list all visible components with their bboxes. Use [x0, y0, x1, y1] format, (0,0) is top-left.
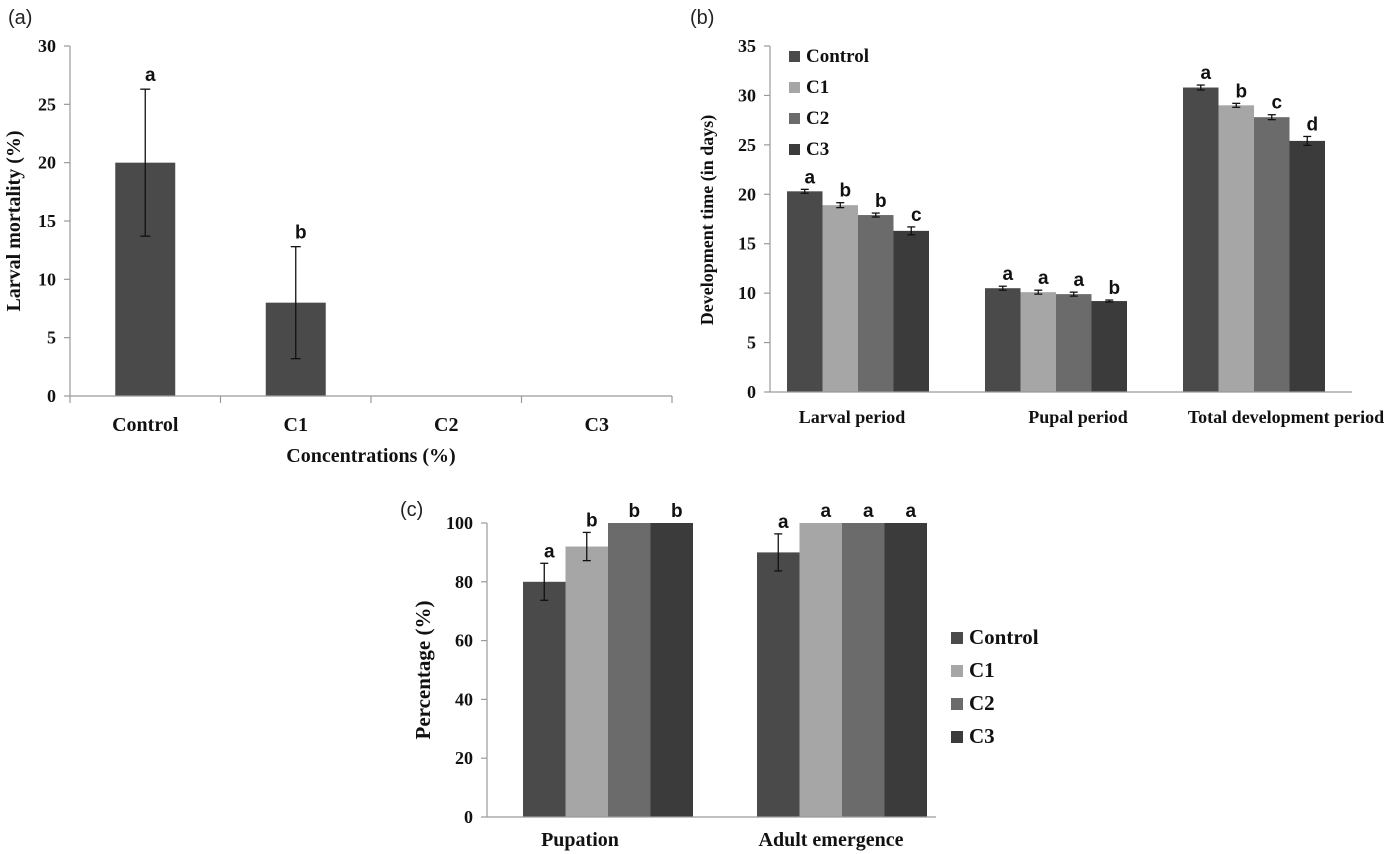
panel-b-legend-swatch — [789, 82, 800, 93]
panel-b-y-tick-label: 20 — [738, 184, 756, 204]
panel-b-bar — [985, 288, 1021, 392]
panel-b-legend-label: C1 — [806, 77, 829, 98]
panel-c-y-tick-label: 80 — [455, 572, 473, 592]
panel-a-x-tick-label: C1 — [284, 414, 308, 436]
panel-c-legend-swatch — [951, 698, 963, 710]
panel-b-y-tick-label: 35 — [738, 36, 756, 56]
panel-c-legend-label: C1 — [969, 658, 995, 682]
panel-a-y-tick-label: 10 — [38, 269, 56, 289]
panel-c-bar — [650, 523, 693, 817]
panel-c-bar — [799, 523, 842, 817]
panel-b-significance-letter: c — [1271, 93, 1282, 114]
panel-a-chart: (a) Larval mortality (%) Concentrations … — [3, 7, 673, 467]
panel-b-significance-letter: a — [1038, 268, 1049, 289]
panel-b-y-tick-label: 5 — [747, 333, 756, 353]
panel-b-bar — [858, 215, 894, 392]
panel-c-significance-letter: a — [778, 512, 789, 533]
panel-b-legend-label: C3 — [806, 139, 829, 160]
panel-c-y-tick-label: 0 — [464, 807, 473, 827]
panel-c-x-tick-label: Adult emergence — [759, 829, 904, 851]
panel-b-significance-letter: b — [839, 181, 851, 202]
panel-b-x-tick-label: Larval period — [799, 407, 906, 427]
panel-c-legend-swatch — [951, 632, 963, 644]
panel-b-legend-swatch — [789, 144, 800, 155]
panel-c-significance-letter: b — [628, 501, 640, 522]
panel-b-y-tick-label: 25 — [738, 135, 756, 155]
panel-c-significance-letter: a — [544, 541, 555, 562]
panel-b-bar — [893, 230, 929, 392]
panel-a-y-tick-label: 30 — [38, 36, 56, 56]
panel-c-bar — [757, 552, 800, 817]
panel-b-legend-label: C2 — [806, 108, 829, 129]
panel-b-legend-swatch — [789, 113, 800, 124]
panel-c-legend-label: C3 — [969, 724, 995, 748]
panel-a-significance-letter: b — [295, 223, 307, 244]
panel-b-chart: (b) Development time (in days) 0 5 10 15 20 2… — [690, 7, 1384, 427]
panel-b-bar — [1289, 140, 1325, 392]
panel-b-significance-letter: a — [804, 167, 815, 188]
panel-b-bar — [787, 191, 823, 392]
panel-b-significance-letter: b — [1235, 81, 1247, 102]
panel-c-significance-letter: b — [586, 510, 598, 531]
panel-a-y-tick-label: 25 — [38, 94, 56, 114]
panel-b-significance-letter: b — [1108, 278, 1120, 299]
panel-c-y-tick-label: 20 — [455, 748, 473, 768]
panel-a-y-axis-title: Larval mortality (%) — [3, 130, 25, 311]
panel-c-x-tick-label: Pupation — [541, 829, 619, 851]
panel-c-label: (c) — [400, 499, 423, 521]
panel-b-significance-letter: a — [1073, 270, 1084, 291]
panel-b-y-axis-title: Development time (in days) — [697, 115, 718, 325]
panel-a-x-tick-label: C2 — [434, 414, 458, 436]
panel-c-significance-letter: a — [863, 501, 874, 522]
panel-c-y-tick-label: 40 — [455, 689, 473, 709]
panel-c-bar — [565, 546, 608, 817]
panel-b-bar — [1218, 105, 1254, 393]
panel-b-y-tick-label: 0 — [747, 382, 756, 402]
panel-c-legend-label: C2 — [969, 691, 995, 715]
panel-a-x-tick-label: Control — [112, 414, 179, 436]
panel-b-label: (b) — [690, 7, 714, 29]
panel-b-bar — [1254, 117, 1290, 393]
panel-b-bar — [1183, 87, 1219, 393]
panel-c-bar — [523, 581, 566, 817]
panel-b-y-tick-label: 15 — [738, 234, 756, 254]
panel-c-significance-letter: a — [905, 501, 916, 522]
panel-b-legend-swatch — [789, 51, 800, 62]
panel-c-legend-swatch — [951, 731, 963, 743]
panel-b-x-tick-label: Pupal period — [1028, 407, 1128, 427]
panel-c-bar — [884, 523, 927, 817]
panel-b-significance-letter: a — [1002, 264, 1013, 285]
panel-b-significance-letter: c — [911, 205, 922, 226]
panel-a-y-tick-label: 5 — [47, 328, 56, 348]
panel-c-significance-letter: a — [820, 501, 831, 522]
panel-b-significance-letter: a — [1200, 63, 1211, 84]
panel-a-y-tick-label: 20 — [38, 153, 56, 173]
panel-a-x-axis-title: Concentrations (%) — [286, 445, 455, 467]
panel-c-chart: (c) Percentage (%) 0 20 40 60 80 100 a b b b a a a a… — [400, 499, 1039, 851]
panel-c-y-axis-title: Percentage (%) — [411, 601, 435, 740]
panel-b-significance-letter: d — [1306, 114, 1318, 135]
panel-a-label: (a) — [8, 7, 32, 29]
panel-c-significance-letter: b — [671, 501, 683, 522]
panel-b-y-tick-label: 10 — [738, 283, 756, 303]
panel-a-y-tick-label: 15 — [38, 211, 56, 231]
panel-b-legend-label: Control — [806, 46, 869, 67]
panel-b-bar — [822, 205, 858, 392]
panel-a-x-tick-label: C3 — [585, 414, 609, 436]
panel-c-bar — [608, 523, 651, 817]
panel-c-y-tick-label: 100 — [446, 513, 473, 533]
panel-c-y-tick-label: 60 — [455, 631, 473, 651]
panel-b-y-tick-label: 30 — [738, 85, 756, 105]
panel-a-y-tick-label: 0 — [47, 386, 56, 406]
panel-b-bar — [1020, 292, 1056, 392]
panel-b-bar — [1091, 301, 1127, 392]
panel-b-significance-letter: b — [875, 191, 887, 212]
panel-a-significance-letter: a — [145, 65, 156, 86]
panel-b-x-tick-label: Total development period — [1188, 407, 1384, 427]
panel-c-legend-label: Control — [969, 625, 1039, 649]
panel-c-bar — [842, 523, 885, 817]
panel-c-legend-swatch — [951, 665, 963, 677]
panel-b-bar — [1056, 294, 1092, 392]
